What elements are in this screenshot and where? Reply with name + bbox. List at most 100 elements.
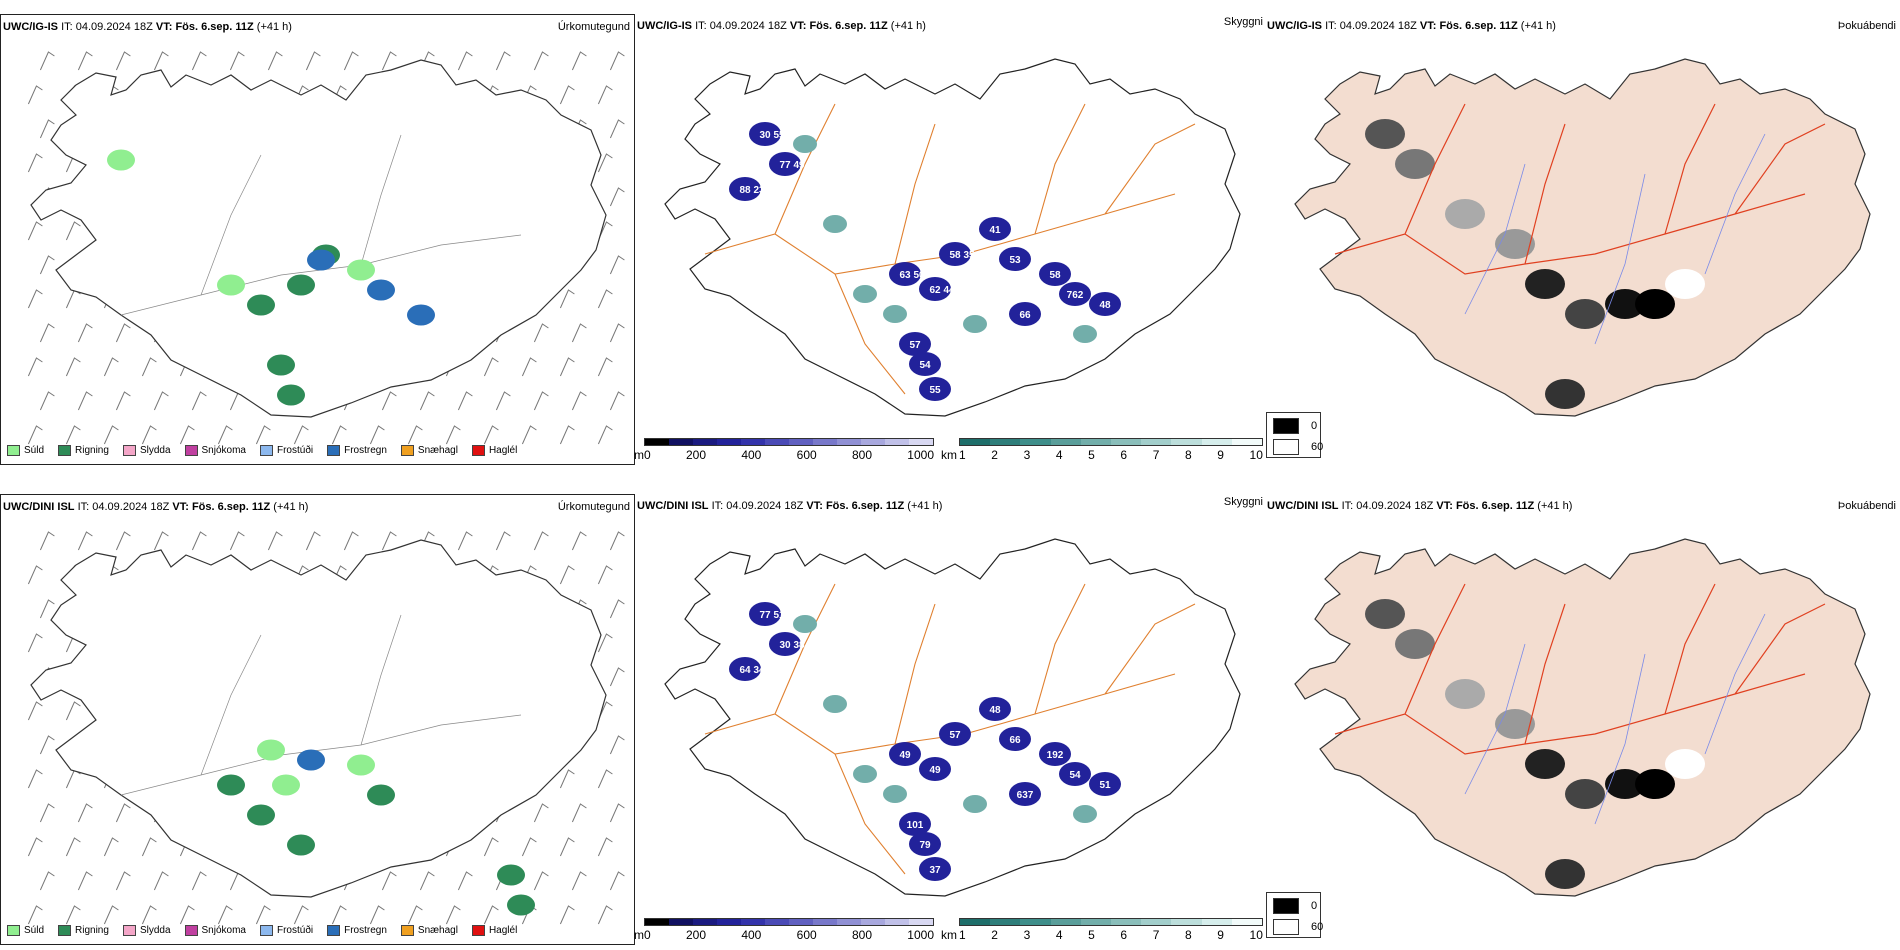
colorbar-tick: 600 <box>796 928 817 942</box>
wind-barb <box>571 871 587 891</box>
precip-blob <box>247 804 275 826</box>
wind-barb <box>571 51 587 71</box>
wind-barb <box>65 289 81 309</box>
colorbar-tick: 0 <box>644 928 651 942</box>
panel-type-label: Úrkomutegund <box>557 21 630 33</box>
wind-barb <box>115 871 131 891</box>
fog-blob <box>1665 269 1705 299</box>
cloud-blob <box>919 277 951 301</box>
visibility-blob <box>963 315 987 333</box>
visibility-blob <box>823 695 847 713</box>
colorbar-segment <box>1201 439 1232 445</box>
legend-swatch <box>184 925 198 936</box>
panel-type-label: Skyggni <box>1223 496 1263 508</box>
precip-blob <box>407 304 435 326</box>
fog-blob <box>1635 289 1675 319</box>
cloud-blob <box>939 722 971 746</box>
colorbar-segment <box>1080 919 1112 925</box>
fog-legend-item: 0 <box>1273 898 1317 914</box>
wind-barb <box>407 425 423 445</box>
wind-barb <box>65 769 81 789</box>
cloud-blob <box>979 217 1011 241</box>
colorbar-tick: 9 <box>1217 928 1224 942</box>
iceland-outline <box>30 59 607 418</box>
wind-barb <box>305 531 321 551</box>
legend-swatch <box>259 445 273 456</box>
iceland-precip-map <box>27 51 625 445</box>
colorbar-tick: 200 <box>685 928 707 942</box>
legend-label: Súld <box>24 445 45 456</box>
wind-barb <box>495 51 511 71</box>
colorbar-segment <box>885 919 909 925</box>
wind-barb <box>533 51 549 71</box>
visibility-blob <box>853 285 877 303</box>
precip-blob <box>287 274 315 296</box>
visibility-blob <box>883 305 907 323</box>
cloud-labels: 30 77 88 63 62 58 41 53 66 58 762 48 57 54 55 55 49 23 50 4… <box>739 130 1111 396</box>
fog-blob <box>1365 119 1405 149</box>
wind-barb <box>77 323 93 343</box>
colorbar-segment <box>909 439 933 445</box>
wind-barb <box>609 255 625 275</box>
fog-legend-swatch <box>1273 439 1299 455</box>
legend-swatch <box>471 445 485 456</box>
precip-blob <box>217 274 245 296</box>
legend-swatch <box>327 925 341 936</box>
precip-blob <box>267 354 295 376</box>
legend-swatch <box>259 925 273 936</box>
cloud-base-label: 50 <box>913 270 925 281</box>
wind-barb <box>343 531 359 551</box>
colorbar-segment <box>1171 919 1202 925</box>
cloud-blob <box>979 697 1011 721</box>
cloud-base-label: 58 <box>949 250 961 261</box>
wind-barb <box>103 837 119 857</box>
colorbar-segment <box>813 439 837 445</box>
legend-item: Frostregn <box>327 925 387 936</box>
wind-barb <box>27 701 43 721</box>
wind-barb <box>597 289 613 309</box>
fog-blob <box>1605 769 1645 799</box>
wind-barb <box>533 871 549 891</box>
wind-barb <box>115 531 131 551</box>
wind-barb <box>381 51 397 71</box>
precip-blob <box>257 739 285 761</box>
wind-barb <box>217 905 233 925</box>
wind-barb <box>457 51 473 71</box>
wind-barb <box>597 425 613 445</box>
precip-legend: Súld Rigning Slydda Snjókoma Frostúði Frostre… <box>7 925 517 936</box>
colorbar-tick: 5 <box>1088 448 1095 462</box>
wind-barb <box>39 255 55 275</box>
legend-label: Haglél <box>488 925 518 936</box>
legend-swatch <box>471 925 485 936</box>
legend-label: Snjókoma <box>201 925 246 936</box>
precip-blob <box>217 774 245 796</box>
wind-barb <box>407 905 423 925</box>
cloud-base-label: 41 <box>989 225 1001 236</box>
colorbar-segment <box>741 439 765 445</box>
iceland-cloud-map: 30 77 88 63 62 58 41 53 66 58 762 48 57 54 55 55 49 23 50 4… <box>664 58 1241 417</box>
legend-swatch <box>122 445 136 456</box>
iceland-outline <box>664 58 1241 417</box>
cloud-base-label: 192 <box>1047 750 1064 761</box>
fog-blob <box>1445 199 1485 229</box>
wind-barb <box>39 51 55 71</box>
wind-barb <box>77 51 93 71</box>
colorbar-tick: 0 <box>644 448 651 462</box>
wind-barb <box>559 905 575 925</box>
colorbar-segment <box>1111 439 1142 445</box>
wind-barb <box>27 85 43 105</box>
legend-swatch <box>7 445 20 456</box>
wind-barb <box>609 531 625 551</box>
cloud-base-label: 55 <box>773 130 785 141</box>
cloud-base-label: 54 <box>919 360 931 371</box>
wind-barb <box>39 391 55 411</box>
cloud-panel-bottom: UWC/DINI ISL IT: 04.09.2024 18Z VT: Fös.… <box>635 494 1265 945</box>
fog-blob <box>1365 599 1405 629</box>
wind-barb <box>609 51 625 71</box>
wind-barb <box>115 803 131 823</box>
fog-legend-item: 0 <box>1273 418 1317 434</box>
cloud-blob <box>919 757 951 781</box>
cloud-base-label: 63 <box>899 270 911 281</box>
legend-label: Snæhagl <box>417 445 458 456</box>
wind-barb <box>39 531 55 551</box>
